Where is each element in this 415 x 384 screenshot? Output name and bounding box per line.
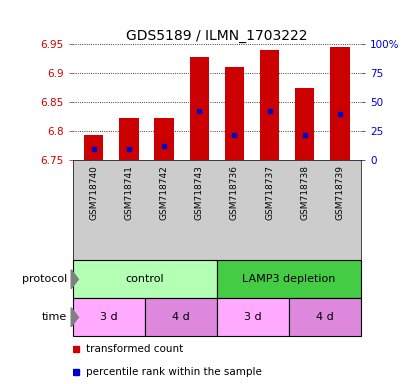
Bar [217, 260, 361, 298]
Bar [217, 298, 289, 336]
Text: 3 d: 3 d [100, 312, 117, 322]
Text: time: time [42, 312, 67, 322]
Text: GSM718738: GSM718738 [300, 165, 309, 220]
Bar [73, 298, 145, 336]
Text: GSM718743: GSM718743 [195, 165, 204, 220]
Bar [84, 135, 103, 160]
Text: GSM718736: GSM718736 [230, 165, 239, 220]
Bar [190, 57, 209, 160]
Text: protocol: protocol [22, 274, 67, 284]
Polygon shape [71, 270, 78, 289]
Bar [154, 118, 174, 160]
Polygon shape [71, 308, 78, 327]
Text: GSM718737: GSM718737 [265, 165, 274, 220]
Bar [119, 118, 139, 160]
Text: GSM718739: GSM718739 [335, 165, 344, 220]
Bar [295, 88, 315, 160]
Bar [145, 298, 217, 336]
Text: transformed count: transformed count [85, 344, 183, 354]
Text: 4 d: 4 d [316, 312, 334, 322]
Text: 4 d: 4 d [172, 312, 190, 322]
Bar [225, 67, 244, 160]
Text: GSM718740: GSM718740 [89, 165, 98, 220]
Title: GDS5189 / ILMN_1703222: GDS5189 / ILMN_1703222 [126, 29, 308, 43]
Bar [330, 47, 349, 160]
Text: percentile rank within the sample: percentile rank within the sample [85, 367, 261, 377]
Text: GSM718741: GSM718741 [124, 165, 133, 220]
Bar [289, 298, 361, 336]
Text: LAMP3 depletion: LAMP3 depletion [242, 274, 336, 284]
Text: control: control [125, 274, 164, 284]
Bar [260, 50, 279, 160]
Text: GSM718742: GSM718742 [160, 165, 168, 220]
Text: 3 d: 3 d [244, 312, 262, 322]
Bar [73, 260, 217, 298]
